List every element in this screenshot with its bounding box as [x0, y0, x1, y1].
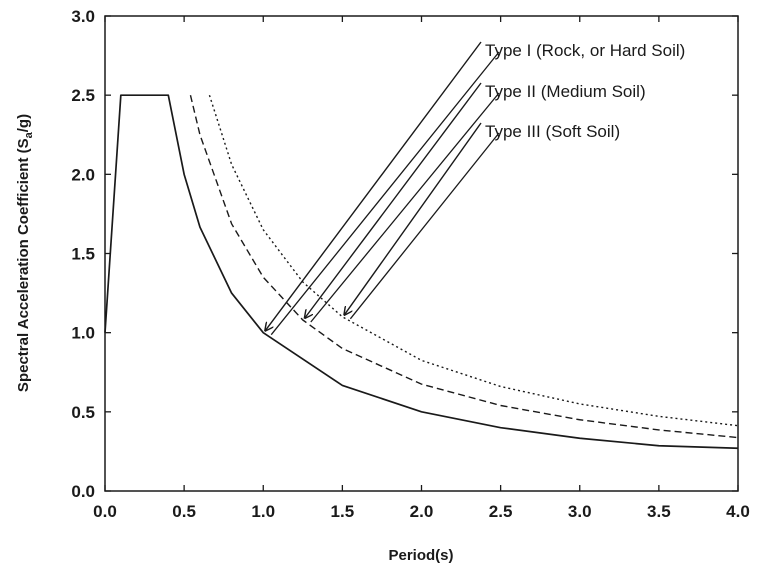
x-axis-title: Period(s) [388, 547, 453, 564]
series-arrow-2 [305, 82, 482, 318]
y-tick-label: 0.5 [71, 403, 95, 422]
series-arrow-3 [344, 122, 482, 315]
x-tick-label: 1.5 [331, 502, 355, 521]
y-axis-title-subscript: a [23, 131, 35, 138]
y-axis-ticks: 0.0 0.5 1.0 1.5 2.0 2.5 3.0 [71, 7, 738, 501]
y-tick-label: 1.0 [71, 324, 95, 343]
y-axis-title: Spectral Acceleration Coefficient (Sa/g) [15, 114, 35, 392]
series-arrow-1 [265, 41, 482, 331]
annotation-layer: Type I (Rock, or Hard Soil) Type II (Medi… [265, 41, 685, 336]
series-layer [104, 94, 739, 450]
x-tick-label: 3.0 [568, 502, 592, 521]
series-label-2: Type II (Medium Soil) [485, 82, 646, 101]
y-axis-title-main: Spectral Acceleration Coefficient (S [15, 138, 32, 392]
series-line-1 [104, 94, 739, 450]
y-tick-label: 2.5 [71, 86, 95, 105]
x-tick-label: 2.5 [489, 502, 513, 521]
x-tick-label: 1.0 [251, 502, 275, 521]
series-line-3 [208, 94, 739, 427]
series-line-2 [189, 95, 739, 439]
x-tick-label: 4.0 [726, 502, 750, 521]
x-tick-label: 0.5 [172, 502, 196, 521]
series-arrow-3-second-stroke [349, 132, 500, 320]
y-tick-label: 0.0 [71, 482, 95, 501]
x-tick-label: 3.5 [647, 502, 671, 521]
x-tick-label: 2.0 [410, 502, 434, 521]
y-tick-label: 3.0 [71, 7, 95, 26]
y-axis-title-tail: /g) [15, 114, 32, 132]
x-axis-ticks: 0.0 0.5 1.0 1.5 2.0 2.5 3.0 3.5 4.0 [93, 16, 750, 521]
x-tick-label: 0.0 [93, 502, 117, 521]
series-label-1: Type I (Rock, or Hard Soil) [485, 41, 685, 60]
y-tick-label: 1.5 [71, 245, 95, 264]
series-label-3: Type III (Soft Soil) [485, 122, 620, 141]
series-arrow-2-second-stroke [310, 92, 500, 323]
y-tick-label: 2.0 [71, 165, 95, 184]
series-arrow-1-second-stroke [270, 51, 500, 336]
